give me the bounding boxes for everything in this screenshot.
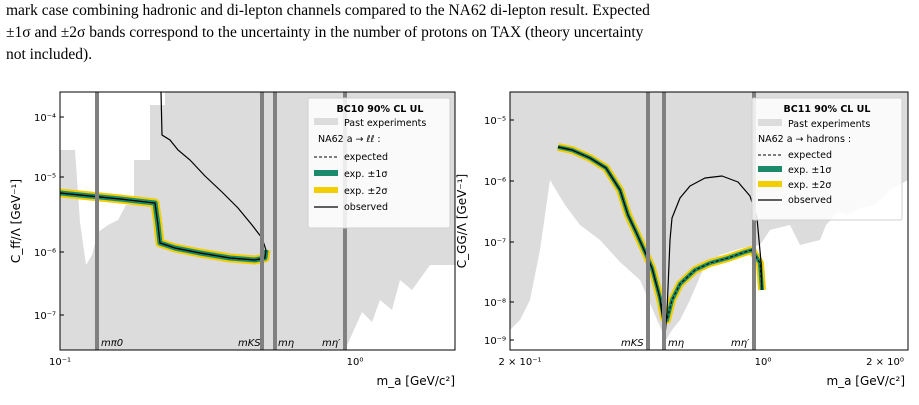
x-tick-label: 10⁰ [755, 357, 772, 368]
legend-swatch-one-sigma [758, 166, 782, 172]
legend-label: exp. ±2σ [788, 180, 831, 191]
resonance-label: mη [668, 338, 684, 349]
resonance-label: mη [278, 338, 294, 349]
caption-line: not included). [6, 46, 93, 63]
x-axis-label-left: m_a [GeV/c²] [376, 374, 455, 388]
legend-label: exp. ±1σ [788, 165, 831, 176]
y-tick-label: 10⁻⁹ [484, 336, 506, 347]
observed-line-left [60, 92, 267, 261]
y-ticks-right: 10⁻⁵ 10⁻⁶ 10⁻⁷ 10⁻⁸ 10⁻⁹ [484, 116, 514, 347]
legend-label: exp. ±1σ [344, 169, 387, 180]
legend-label: Past experiments [788, 119, 870, 130]
y-tick-label: 10⁻⁶ [484, 177, 506, 188]
legend-label: observed [788, 195, 832, 206]
resonance-line-mpi0 [95, 92, 99, 350]
past-experiments-lower-strip [60, 330, 260, 350]
figure-caption: mark case combining hadronic and di-lept… [6, 0, 914, 66]
legend-swatch-past [758, 119, 782, 126]
y-axis-label-right: C_GG/Λ [GeV⁻¹] [455, 174, 469, 268]
legend-swatch-one-sigma [314, 170, 338, 176]
y-tick-label: 10⁻⁸ [484, 298, 506, 309]
y-axis-label-left: C_ff/Λ [GeV⁻¹] [9, 179, 23, 263]
legend-label: observed [344, 202, 388, 213]
y-tick-label: 10⁻⁶ [34, 248, 56, 259]
left-plot: 10⁻⁴ 10⁻⁵ 10⁻⁶ 10⁻⁷ 10⁻¹ 10⁰ m_a [GeV/c²… [9, 91, 456, 388]
resonance-label: mη′ [322, 338, 341, 349]
x-tick-label: 2 × 10⁰ [866, 357, 904, 368]
legend-label: expected [344, 152, 388, 163]
x-axis-label-right: m_a [GeV/c²] [826, 374, 905, 388]
resonance-labels-left: mπ0 mKS mη mη′ [101, 338, 341, 349]
resonance-line-meta [273, 92, 277, 350]
legend-swatch-two-sigma [758, 181, 782, 187]
resonance-labels-right: mKS mη mη′ [621, 338, 750, 349]
legend-label: Past experiments [344, 118, 426, 129]
resonance-line-mks [646, 92, 650, 350]
y-tick-label: 10⁻⁴ [34, 113, 56, 124]
resonance-label: mη′ [731, 338, 750, 349]
resonance-label: mKS [238, 338, 261, 349]
legend-title: BC11 90% CL UL [784, 104, 871, 115]
y-tick-label: 10⁻⁵ [34, 173, 56, 184]
x-tick-label: 10⁰ [347, 357, 364, 368]
y-ticks-left: 10⁻⁴ 10⁻⁵ 10⁻⁶ 10⁻⁷ [34, 113, 64, 322]
x-ticks-left: 10⁻¹ 10⁰ [49, 357, 363, 368]
resonance-line-meta [662, 92, 666, 350]
legend-swatch-past [314, 118, 338, 125]
legend-group-title: NA62 a → ℓℓ : [318, 134, 381, 145]
caption-line: mark case combining hadronic and di-lept… [6, 2, 650, 19]
resonance-line-mks [260, 92, 264, 350]
legend-group-title: NA62 a → hadrons : [758, 134, 851, 145]
legend-right: BC11 90% CL UL Past experiments NA62 a →… [751, 97, 903, 221]
right-plot: 10⁻⁵ 10⁻⁶ 10⁻⁷ 10⁻⁸ 10⁻⁹ 2 × 10⁻¹ 10⁰ 2 … [455, 91, 909, 388]
legend-label: expected [788, 150, 832, 161]
legend-title: BC10 90% CL UL [337, 104, 424, 115]
legend-left: BC10 90% CL UL Past experiments NA62 a →… [307, 97, 451, 229]
resonance-label: mπ0 [101, 338, 123, 349]
y-tick-label: 10⁻⁷ [484, 238, 506, 249]
x-tick-label: 10⁻¹ [49, 357, 71, 368]
legend-label: exp. ±2σ [344, 186, 387, 197]
y-tick-label: 10⁻⁷ [34, 311, 56, 322]
plot-frame-left [59, 91, 456, 351]
plot-frame-right [509, 91, 909, 351]
x-ticks-right: 2 × 10⁻¹ 10⁰ 2 × 10⁰ [498, 357, 903, 368]
legend-swatch-two-sigma [314, 187, 338, 193]
resonance-line-metaprime [752, 92, 756, 350]
caption-line: ±1σ and ±2σ bands correspond to the unce… [6, 24, 644, 41]
resonance-label: mKS [621, 338, 644, 349]
y-tick-label: 10⁻⁵ [484, 116, 506, 127]
x-tick-label: 2 × 10⁻¹ [498, 357, 541, 368]
